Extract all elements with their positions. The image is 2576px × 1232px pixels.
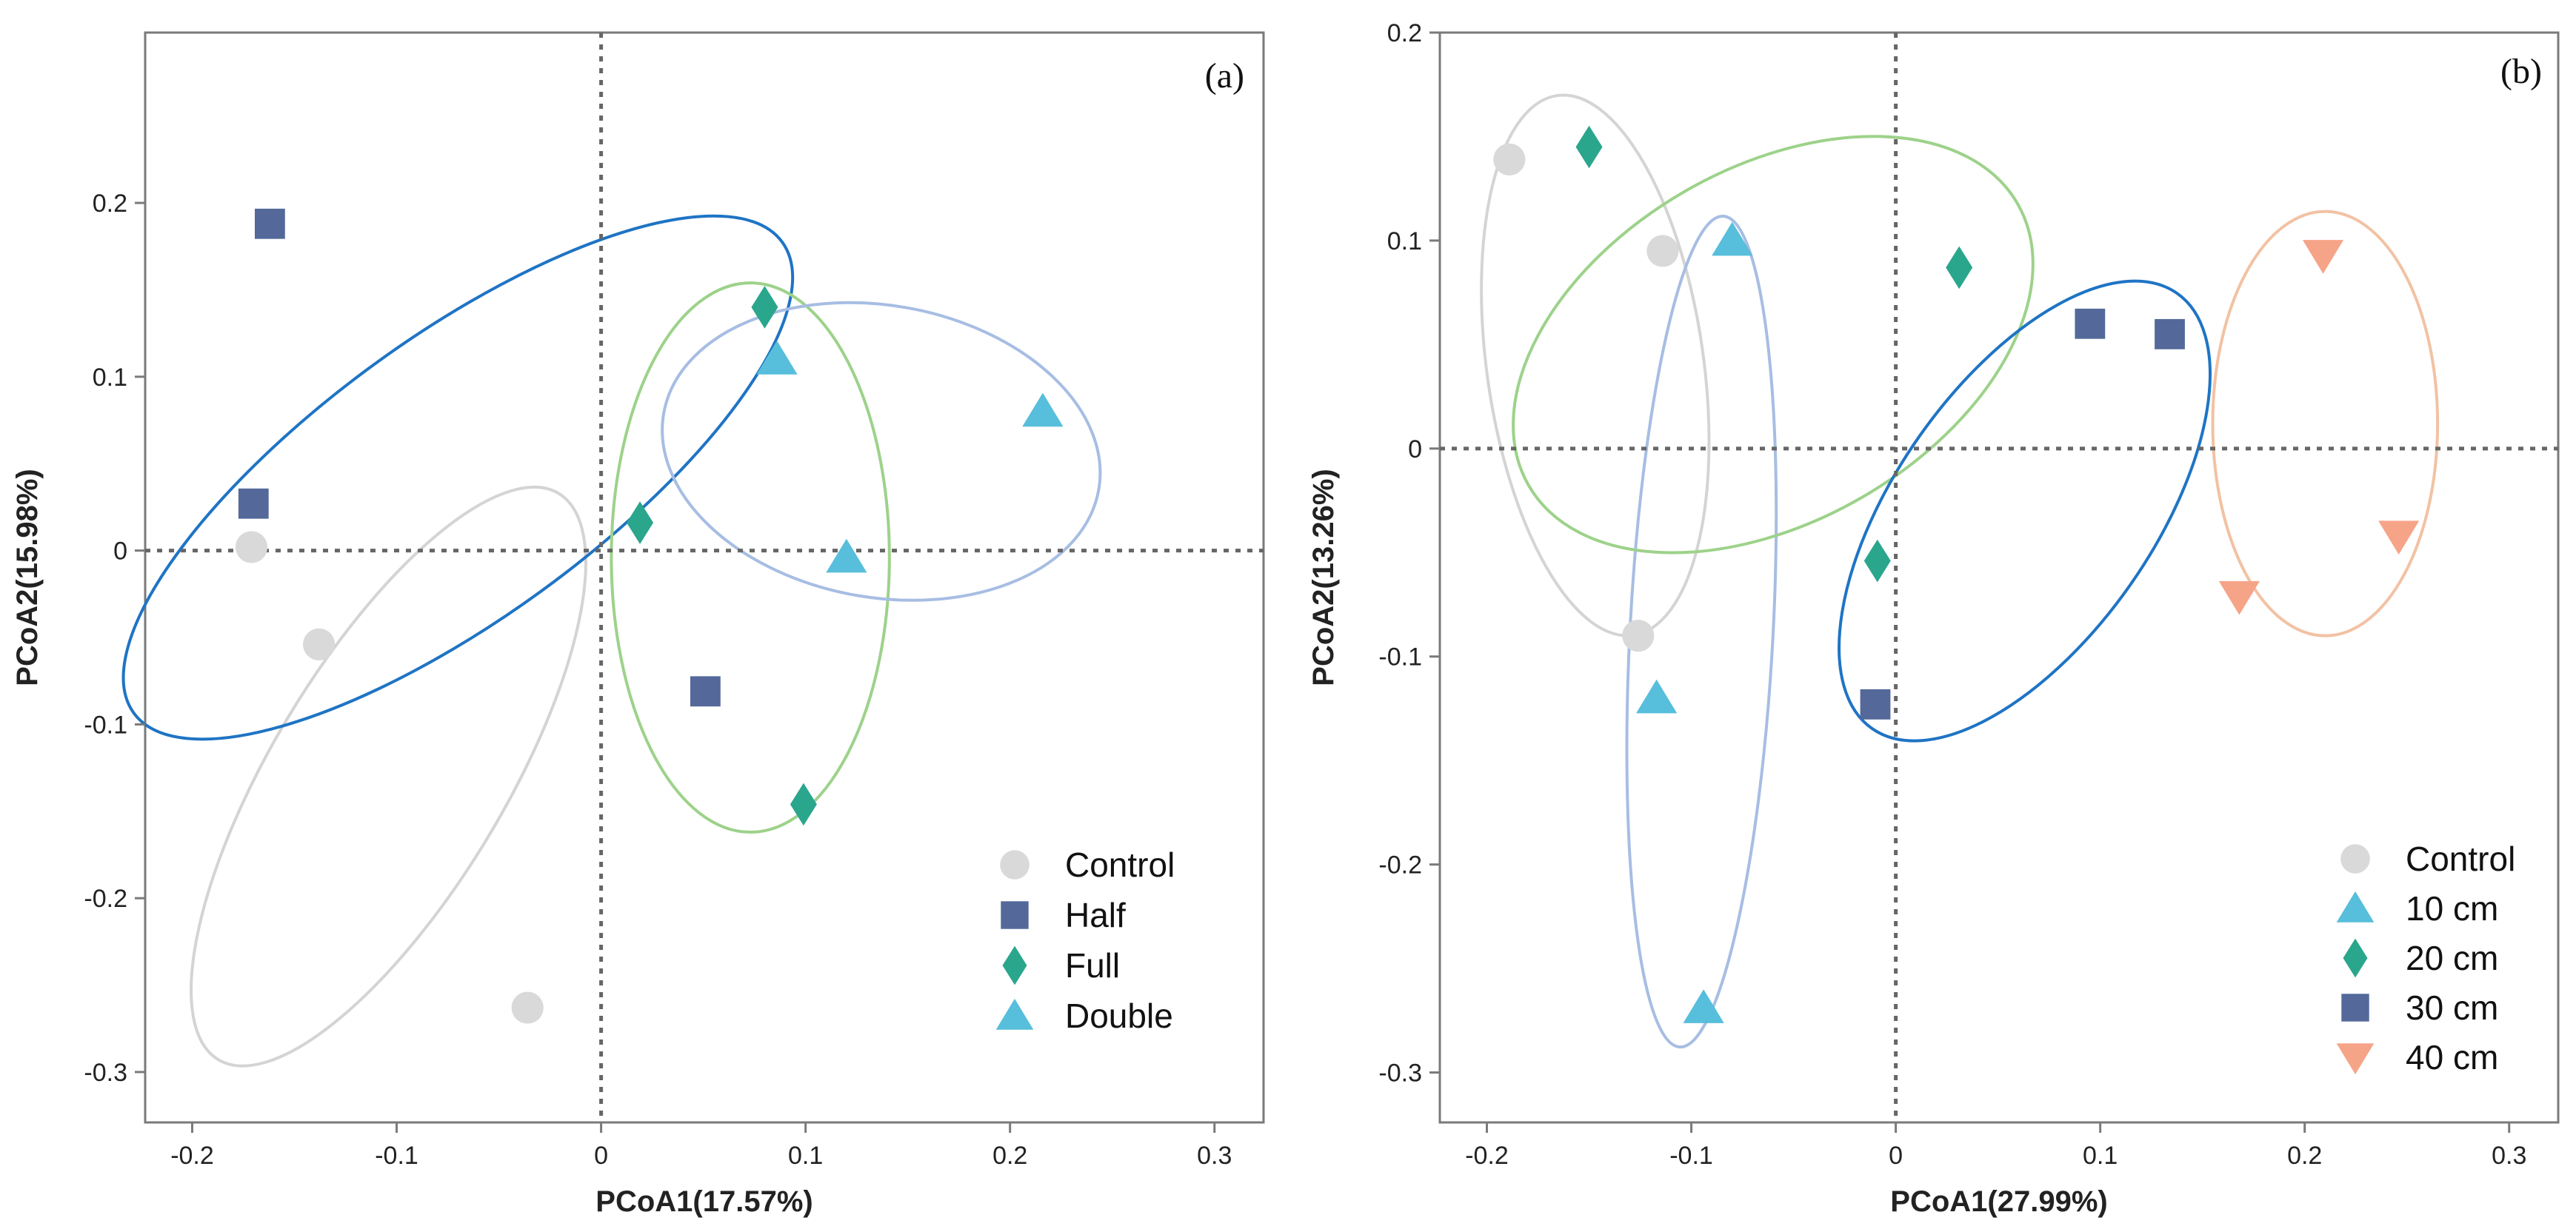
panel-b-point-10-cm bbox=[1712, 221, 1753, 256]
panel-a-legend-marker-half bbox=[1001, 901, 1029, 929]
panel-b-point-30-cm bbox=[1860, 689, 1891, 720]
panel-a-legend-label-half: Half bbox=[1065, 896, 1126, 934]
panel-a-ytick-label: -0.2 bbox=[84, 885, 127, 913]
panel-a-ticks: -0.2 -0.1 0 0.1 0.2 0.3 0.2 0.1 0 -0.1 -0.2 -0.3 bbox=[84, 190, 1232, 1170]
panel-a-point-full bbox=[627, 501, 654, 544]
panel-a-xlabel: PCoA1(17.57%) bbox=[595, 1185, 812, 1218]
panel-b-point-40-cm bbox=[2378, 520, 2420, 555]
panel-b-point-40-cm bbox=[2218, 580, 2260, 615]
panel-b-ytick-label: 0.2 bbox=[1387, 19, 1422, 47]
panel-b-ytick-label: -0.2 bbox=[1378, 851, 1422, 880]
panel-b-legend-label-30-cm: 30 cm bbox=[2406, 988, 2498, 1027]
panel-a-legend-marker-control bbox=[1000, 850, 1030, 880]
panel-a-xtick-label: 0.1 bbox=[788, 1142, 823, 1170]
panel-a-point-double bbox=[826, 538, 867, 573]
panel-a-xtick-label: -0.2 bbox=[170, 1142, 214, 1170]
panel-a: -0.2 -0.1 0 0.1 0.2 0.3 0.2 0.1 0 -0.1 -0.2 -0.3 Co… bbox=[11, 31, 1265, 1218]
panel-b-point-30-cm bbox=[2075, 308, 2106, 339]
panel-b-point-20-cm bbox=[1946, 246, 1973, 289]
panel-a-point-half bbox=[238, 488, 269, 519]
panel-a-legend-label-full: Full bbox=[1065, 946, 1120, 985]
panel-b-points bbox=[1493, 125, 2420, 1023]
panel-b-legend: Control 10 cm 20 cm 30 cm 40 cm bbox=[2336, 840, 2515, 1077]
panel-a-ytick-label: 0.1 bbox=[93, 364, 127, 392]
panel-b-point-20-cm bbox=[1863, 539, 1891, 583]
panel-a-xtick-label: -0.1 bbox=[375, 1142, 418, 1170]
panel-b-point-control bbox=[1646, 235, 1679, 267]
panel-b-legend-label-20-cm: 20 cm bbox=[2406, 939, 2498, 977]
panel-a-ytick-label: -0.1 bbox=[84, 711, 127, 739]
panel-b-ytick-label: 0 bbox=[1408, 435, 1422, 463]
panel-b-xlabel: PCoA1(27.99%) bbox=[1890, 1185, 2107, 1218]
panel-a-point-control bbox=[303, 628, 336, 660]
panel-b: -0.2 -0.1 0 0.1 0.2 0.3 0.2 0.1 0 -0.1 -0.2 -0.3 Co… bbox=[1307, 19, 2560, 1218]
panel-a-point-half bbox=[254, 208, 285, 239]
panel-b-xtick-label: -0.2 bbox=[1465, 1142, 1509, 1170]
panel-a-legend-label-control: Control bbox=[1065, 846, 1175, 884]
panel-b-legend-label-control: Control bbox=[2406, 840, 2515, 878]
panel-a-frame bbox=[144, 31, 1265, 1124]
panel-b-reference-lines bbox=[1440, 33, 2558, 1122]
panel-b-legend-marker-30-cm bbox=[2341, 994, 2369, 1022]
panel-a-point-double bbox=[756, 341, 798, 375]
panel-a-points bbox=[235, 208, 1064, 1024]
panel-b-legend-label-10-cm: 10 cm bbox=[2406, 889, 2498, 928]
panel-b-frame bbox=[1438, 31, 2560, 1124]
panel-b-point-10-cm bbox=[1683, 989, 1724, 1023]
panel-b-legend-marker-10-cm bbox=[2336, 891, 2375, 923]
panel-a-legend: Control Half Full Double bbox=[995, 846, 1175, 1035]
panel-b-ytick-label: -0.3 bbox=[1378, 1059, 1422, 1088]
panel-b-xtick-label: 0.1 bbox=[2083, 1142, 2118, 1170]
panel-b-legend-marker-20-cm bbox=[2343, 938, 2368, 978]
panel-b-point-20-cm bbox=[1575, 125, 1603, 169]
panel-a-point-full bbox=[790, 783, 817, 826]
panel-a-reference-lines bbox=[145, 33, 1264, 1122]
panel-b-legend-label-40-cm: 40 cm bbox=[2406, 1038, 2498, 1077]
panel-b-xtick-label: -0.1 bbox=[1669, 1142, 1713, 1170]
panel-a-ellipse-full bbox=[610, 281, 891, 834]
panel-a-ylabel: PCoA2(15.98%) bbox=[11, 469, 44, 686]
panel-a-ellipse-control bbox=[190, 485, 587, 1068]
panel-b-legend-marker-40-cm bbox=[2336, 1043, 2375, 1075]
panel-a-point-full bbox=[751, 286, 778, 329]
panel-a-xtick-label: 0.2 bbox=[992, 1142, 1027, 1170]
panel-b-ylabel: PCoA2(13.26%) bbox=[1307, 469, 1340, 686]
panel-b-point-control bbox=[1622, 620, 1655, 652]
panel-b-point-10-cm bbox=[1636, 679, 1678, 714]
panel-b-ellipse-40-cm bbox=[2211, 210, 2440, 637]
panel-a-ytick-label: 0 bbox=[113, 538, 127, 566]
panel-a-label: (a) bbox=[1205, 56, 1244, 96]
panel-a-ytick-label: 0.2 bbox=[93, 190, 127, 218]
panel-b-ellipse-20-cm bbox=[1512, 135, 2035, 555]
panel-b-point-30-cm bbox=[2155, 318, 2185, 349]
panel-b-ticks: -0.2 -0.1 0 0.1 0.2 0.3 0.2 0.1 0 -0.1 -0.2 -0.3 bbox=[1378, 19, 2526, 1170]
panel-b-point-control bbox=[1493, 143, 1526, 175]
panel-b-ytick-label: -0.1 bbox=[1378, 643, 1422, 672]
panel-b-label: (b) bbox=[2500, 52, 2542, 91]
panel-b-ytick-label: 0.1 bbox=[1387, 227, 1422, 255]
panel-b-ellipse-30-cm bbox=[1838, 279, 2212, 743]
panel-a-point-control bbox=[511, 991, 544, 1024]
panel-a-legend-label-double: Double bbox=[1065, 997, 1173, 1035]
panel-b-xtick-label: 0.3 bbox=[2492, 1142, 2526, 1170]
panel-a-ellipse-double bbox=[661, 301, 1102, 602]
panel-b-xtick-label: 0.2 bbox=[2287, 1142, 2322, 1170]
panel-b-xtick-label: 0 bbox=[1889, 1142, 1903, 1170]
panel-b-legend-marker-control bbox=[2340, 844, 2370, 874]
panel-a-legend-marker-double bbox=[995, 998, 1034, 1030]
panel-a-point-control bbox=[235, 531, 268, 563]
panel-a-point-half bbox=[690, 676, 721, 707]
panel-a-xtick-label: 0 bbox=[594, 1142, 608, 1170]
panel-a-ellipse-half bbox=[121, 214, 795, 741]
panel-a-legend-marker-full bbox=[1002, 945, 1027, 985]
panel-a-point-double bbox=[1022, 392, 1064, 427]
panel-a-ellipses bbox=[121, 214, 1102, 1068]
panel-a-ytick-label: -0.3 bbox=[84, 1059, 127, 1087]
panel-b-point-40-cm bbox=[2302, 240, 2344, 274]
panel-a-xtick-label: 0.3 bbox=[1197, 1142, 1232, 1170]
